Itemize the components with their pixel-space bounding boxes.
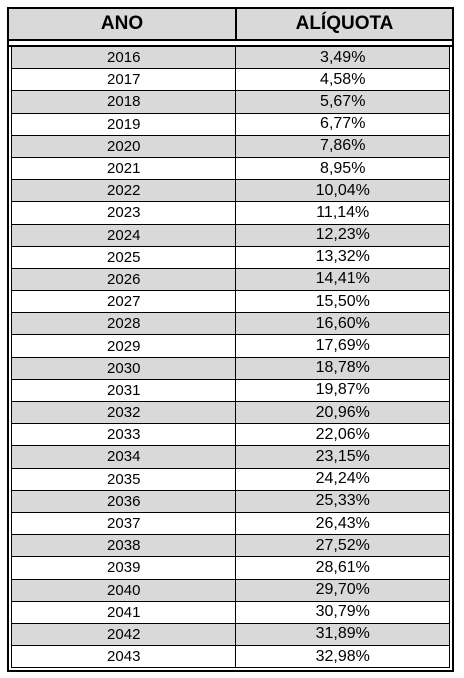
table-row: 2036 25,33% bbox=[12, 490, 449, 513]
table-row: 2033 22,06% bbox=[12, 424, 449, 447]
rate-cell: 30,79% bbox=[315, 603, 370, 621]
year-cell: 2041 bbox=[12, 601, 237, 623]
rate-cell: 10,04% bbox=[315, 181, 370, 199]
rate-cell: 13,32% bbox=[315, 248, 370, 266]
year-cell: 2027 bbox=[12, 291, 237, 313]
table-row: 2027 15,50% bbox=[12, 291, 449, 314]
rate-cell: 18,78% bbox=[315, 359, 370, 377]
year-cell: 2023 bbox=[12, 202, 237, 224]
rate-cell: 28,61% bbox=[315, 558, 370, 576]
table-row: 2021 8,95% bbox=[12, 157, 449, 181]
table-row: 2037 26,43% bbox=[12, 512, 449, 536]
year-cell: 2033 bbox=[12, 424, 237, 446]
year-cell: 2026 bbox=[12, 268, 237, 291]
table-row: 2019 6,77% bbox=[12, 113, 449, 136]
year-cell: 2017 bbox=[12, 69, 237, 91]
table-row: 2032 20,96% bbox=[12, 402, 449, 425]
year-cell: 2030 bbox=[12, 357, 237, 379]
year-cell: 2028 bbox=[12, 313, 237, 335]
year-cell: 2025 bbox=[12, 246, 237, 268]
rate-cell: 12,23% bbox=[315, 226, 370, 244]
table-row: 2023 11,14% bbox=[12, 202, 449, 225]
rate-cell: 5,67% bbox=[320, 92, 366, 110]
table-row: 2041 30,79% bbox=[12, 601, 449, 624]
year-cell: 2020 bbox=[12, 135, 237, 157]
table-body: 2016 3,49% 2017 4,58% 2018 5,67% 2019 6,77% 2020… bbox=[11, 47, 450, 669]
rate-cell: 26,43% bbox=[315, 514, 370, 532]
rate-cell: 19,87% bbox=[315, 381, 370, 399]
rate-cell: 23,15% bbox=[315, 447, 370, 465]
rate-cell: 16,60% bbox=[315, 314, 370, 332]
year-cell: 2036 bbox=[12, 490, 237, 512]
rate-cell: 7,86% bbox=[320, 137, 366, 155]
year-cell: 2016 bbox=[12, 47, 237, 69]
year-cell: 2024 bbox=[12, 224, 237, 246]
table-row: 2031 19,87% bbox=[12, 379, 449, 402]
rate-cell: 4,58% bbox=[320, 70, 366, 88]
table-row: 2043 32,98% bbox=[12, 646, 449, 669]
year-cell: 2019 bbox=[12, 113, 237, 135]
rate-cell: 31,89% bbox=[315, 625, 370, 643]
table-row: 2028 16,60% bbox=[12, 313, 449, 336]
year-cell: 2032 bbox=[12, 402, 237, 424]
rate-cell: 24,24% bbox=[315, 470, 370, 488]
rate-cell: 6,77% bbox=[320, 115, 366, 133]
table-row: 2017 4,58% bbox=[12, 69, 449, 92]
table-row: 2034 23,15% bbox=[12, 446, 449, 469]
table-row: 2022 10,04% bbox=[12, 180, 449, 203]
table-row: 2035 24,24% bbox=[12, 468, 449, 491]
year-cell: 2022 bbox=[12, 180, 237, 202]
year-cell: 2021 bbox=[12, 157, 237, 180]
year-cell: 2031 bbox=[12, 379, 237, 401]
rate-cell: 14,41% bbox=[315, 270, 370, 288]
rate-cell: 32,98% bbox=[315, 647, 370, 665]
rate-cell: 8,95% bbox=[320, 159, 366, 177]
year-cell: 2029 bbox=[12, 335, 237, 357]
rate-cell: 20,96% bbox=[315, 403, 370, 421]
year-cell: 2034 bbox=[12, 446, 237, 468]
table-row: 2024 12,23% bbox=[12, 224, 449, 247]
table-row: 2042 31,89% bbox=[12, 623, 449, 647]
header-divider bbox=[9, 41, 452, 47]
table-header: ANO ALÍQUOTA bbox=[9, 9, 452, 41]
rate-cell: 25,33% bbox=[315, 492, 370, 510]
rate-cell: 22,06% bbox=[315, 425, 370, 443]
table-row: 2016 3,49% bbox=[12, 47, 449, 70]
rate-cell: 29,70% bbox=[315, 581, 370, 599]
table-row: 2038 27,52% bbox=[12, 535, 449, 558]
year-cell: 2018 bbox=[12, 91, 237, 113]
table-row: 2039 28,61% bbox=[12, 557, 449, 580]
rate-cell: 17,69% bbox=[315, 337, 370, 355]
table-row: 2020 7,86% bbox=[12, 135, 449, 158]
year-cell: 2043 bbox=[12, 646, 237, 668]
year-cell: 2042 bbox=[12, 623, 237, 646]
rate-table: ANO ALÍQUOTA 2016 3,49% 2017 4,58% 2018 5,67%… bbox=[7, 7, 454, 673]
rate-cell: 3,49% bbox=[320, 48, 366, 66]
rate-cell: 11,14% bbox=[316, 203, 370, 221]
year-cell: 2035 bbox=[12, 468, 237, 490]
year-cell: 2037 bbox=[12, 512, 237, 535]
table-row: 2018 5,67% bbox=[12, 91, 449, 114]
table-row: 2026 14,41% bbox=[12, 268, 449, 292]
header-rate: ALÍQUOTA bbox=[295, 13, 394, 34]
table-row: 2030 18,78% bbox=[12, 357, 449, 380]
header-year: ANO bbox=[9, 9, 237, 39]
year-cell: 2040 bbox=[12, 579, 237, 601]
rate-cell: 15,50% bbox=[315, 292, 370, 310]
year-cell: 2038 bbox=[12, 535, 237, 557]
table-row: 2025 13,32% bbox=[12, 246, 449, 269]
table-row: 2029 17,69% bbox=[12, 335, 449, 358]
year-cell: 2039 bbox=[12, 557, 237, 579]
table-row: 2040 29,70% bbox=[12, 579, 449, 602]
rate-cell: 27,52% bbox=[315, 536, 370, 554]
